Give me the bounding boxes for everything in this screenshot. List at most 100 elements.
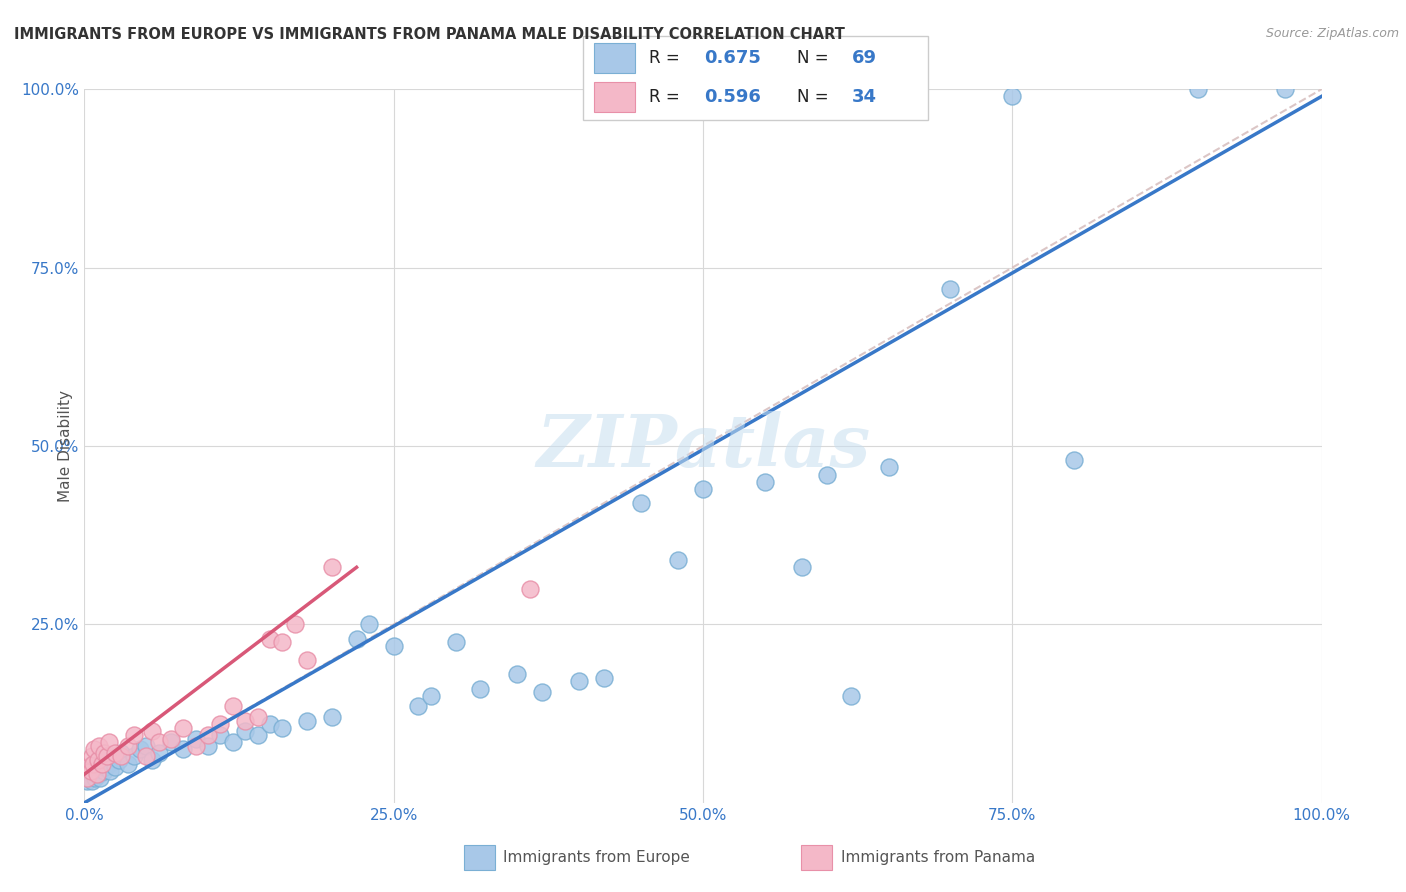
Point: [98, 764, 121, 778]
Point: [86, 764, 108, 778]
Point: [346, 632, 368, 646]
Point: [77, 760, 100, 774]
Point: [233, 724, 256, 739]
Point: [184, 739, 207, 753]
Point: [295, 714, 318, 728]
Point: [80, 749, 103, 764]
Point: [172, 721, 194, 735]
Point: [76, 771, 98, 785]
Point: [666, 553, 689, 567]
Point: [122, 728, 145, 742]
Point: [841, 689, 863, 703]
Point: [148, 746, 170, 760]
Point: [357, 617, 380, 632]
Point: [89, 739, 111, 753]
Point: [76, 774, 98, 789]
Point: [246, 728, 269, 742]
Point: [148, 735, 170, 749]
Point: [815, 467, 838, 482]
Point: [259, 717, 281, 731]
Point: [84, 771, 107, 785]
Point: [1274, 82, 1296, 96]
Point: [82, 756, 104, 771]
Point: [90, 756, 112, 771]
Point: [408, 699, 430, 714]
Point: [209, 728, 232, 742]
Point: [506, 667, 529, 681]
Point: [321, 560, 343, 574]
Point: [295, 653, 318, 667]
Point: [129, 742, 152, 756]
Point: [122, 749, 145, 764]
Point: [89, 756, 111, 771]
Text: R =: R =: [650, 88, 685, 106]
Point: [83, 767, 105, 781]
Point: [93, 764, 115, 778]
Point: [160, 735, 183, 749]
Point: [246, 710, 269, 724]
Point: [444, 635, 467, 649]
Point: [754, 475, 776, 489]
FancyBboxPatch shape: [593, 44, 636, 73]
Point: [89, 767, 111, 781]
Point: [135, 749, 157, 764]
Point: [222, 735, 245, 749]
Text: 69: 69: [852, 49, 877, 67]
Point: [1187, 82, 1209, 96]
Point: [87, 753, 110, 767]
Point: [382, 639, 405, 653]
Point: [91, 749, 114, 764]
Point: [531, 685, 554, 699]
Point: [233, 714, 256, 728]
Text: Source: ZipAtlas.com: Source: ZipAtlas.com: [1265, 27, 1399, 40]
Point: [82, 764, 104, 778]
Point: [86, 760, 108, 774]
Point: [271, 721, 294, 735]
Point: [86, 767, 108, 781]
Point: [117, 756, 139, 771]
Point: [82, 756, 104, 771]
Point: [77, 767, 100, 781]
Point: [790, 560, 813, 574]
Point: [321, 710, 343, 724]
Point: [98, 756, 121, 771]
Point: [209, 717, 232, 731]
Text: IMMIGRANTS FROM EUROPE VS IMMIGRANTS FROM PANAMA MALE DISABILITY CORRELATION CHA: IMMIGRANTS FROM EUROPE VS IMMIGRANTS FRO…: [14, 27, 845, 42]
Point: [104, 746, 127, 760]
Point: [184, 731, 207, 746]
Point: [96, 753, 118, 767]
Point: [89, 771, 111, 785]
Point: [197, 739, 219, 753]
Point: [284, 617, 307, 632]
Y-axis label: Male Disability: Male Disability: [58, 390, 73, 502]
Point: [470, 681, 492, 696]
Point: [197, 728, 219, 742]
Point: [630, 496, 652, 510]
Point: [110, 749, 132, 764]
Point: [568, 674, 591, 689]
Point: [93, 746, 115, 760]
Point: [117, 739, 139, 753]
Point: [141, 753, 163, 767]
Point: [80, 774, 103, 789]
Point: [172, 742, 194, 756]
Point: [135, 739, 157, 753]
Text: 34: 34: [852, 88, 877, 106]
FancyBboxPatch shape: [593, 82, 636, 112]
Point: [259, 632, 281, 646]
Point: [79, 764, 101, 778]
Point: [519, 582, 541, 596]
Point: [222, 699, 245, 714]
Point: [90, 760, 112, 774]
Point: [79, 760, 101, 774]
Point: [83, 742, 105, 756]
Point: [100, 749, 122, 764]
Text: Immigrants from Panama: Immigrants from Panama: [841, 850, 1035, 864]
Point: [87, 753, 110, 767]
Point: [419, 689, 441, 703]
Text: R =: R =: [650, 49, 685, 67]
Point: [1001, 89, 1024, 103]
Point: [939, 282, 962, 296]
Point: [692, 482, 714, 496]
Point: [94, 760, 117, 774]
